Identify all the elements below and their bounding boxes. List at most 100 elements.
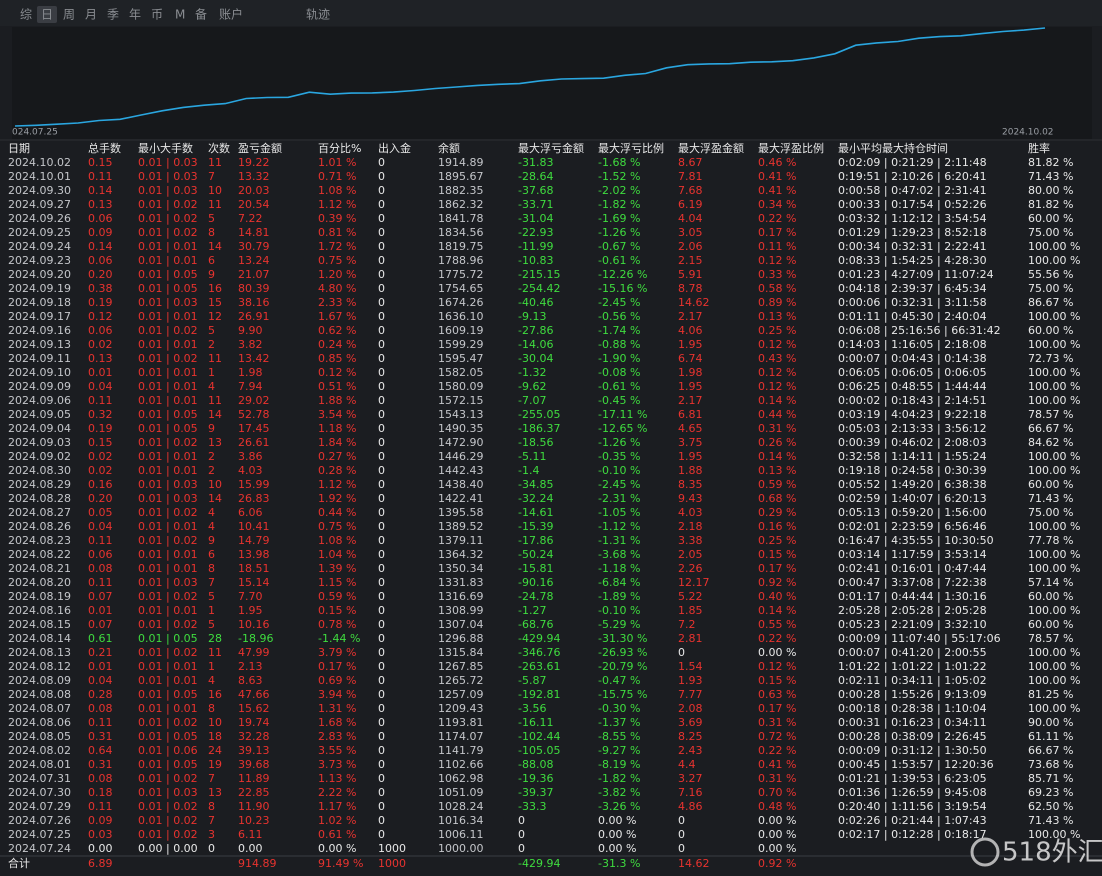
- table-cell: -102.44: [518, 730, 560, 743]
- table-cell: -0.47 %: [598, 674, 640, 687]
- table-cell: 0.06: [88, 254, 113, 267]
- table-cell: 1582.05: [438, 366, 484, 379]
- table-cell: 2024.09.26: [8, 212, 71, 225]
- table-cell: -263.61: [518, 660, 560, 673]
- column-header: 最大浮亏比例: [598, 141, 664, 155]
- table-cell: -3.82 %: [598, 786, 640, 799]
- table-cell: 11.90: [238, 800, 270, 813]
- table-cell: 1.67 %: [318, 310, 356, 323]
- table-cell: 2.05: [678, 548, 703, 561]
- table-cell: 26.61: [238, 436, 270, 449]
- table-cell: 100.00 %: [1028, 828, 1080, 841]
- tab[interactable]: 币: [151, 8, 163, 22]
- table-cell: 0.00: [238, 842, 263, 855]
- table-cell: 0:00:47 | 3:37:08 | 7:22:38: [838, 576, 987, 589]
- table-cell: 2.26: [678, 562, 703, 575]
- table-cell: 22.85: [238, 786, 270, 799]
- table-cell: 0.01 | 0.03: [138, 296, 198, 309]
- track-tab[interactable]: 轨迹: [306, 8, 330, 22]
- table-cell: 0.14: [88, 184, 113, 197]
- table-cell: 1.31 %: [318, 702, 356, 715]
- table-cell: 2.22 %: [318, 786, 356, 799]
- tab[interactable]: 综: [20, 8, 32, 22]
- table-cell: 0:02:09 | 0:21:29 | 2:11:48: [838, 156, 987, 169]
- table-cell: 2024.08.16: [8, 604, 71, 617]
- table-cell: 81.82 %: [1028, 198, 1073, 211]
- table-cell: 0.01 | 0.05: [138, 408, 198, 421]
- table-cell: 2024.08.29: [8, 478, 71, 491]
- tab[interactable]: M: [175, 8, 185, 22]
- table-cell: 8.78: [678, 282, 703, 295]
- table-cell: 0.01 | 0.03: [138, 478, 198, 491]
- table-cell: 14.81: [238, 226, 270, 239]
- tab[interactable]: 年: [129, 8, 141, 22]
- table-cell: 10.16: [238, 618, 270, 631]
- table-cell: 0.38: [88, 282, 113, 295]
- table-cell: 0: [378, 492, 385, 505]
- table-cell: 1174.07: [438, 730, 484, 743]
- table-cell: 0:01:11 | 0:45:30 | 2:40:04: [838, 310, 987, 323]
- table-cell: 0: [378, 408, 385, 421]
- table-cell: 0.01: [88, 366, 113, 379]
- total-cell: -429.94: [518, 857, 560, 870]
- table-cell: 39.68: [238, 758, 270, 771]
- table-cell: 0:01:21 | 1:39:53 | 6:23:05: [838, 772, 987, 785]
- tab[interactable]: 日: [41, 8, 53, 22]
- table-cell: 73.68 %: [1028, 758, 1073, 771]
- table-cell: 0.11: [88, 534, 113, 547]
- table-cell: 100.00 %: [1028, 338, 1080, 351]
- table-cell: 26.83: [238, 492, 270, 505]
- tab[interactable]: 周: [63, 8, 75, 22]
- table-cell: 100.00 %: [1028, 394, 1080, 407]
- tab[interactable]: 季: [107, 8, 119, 22]
- table-cell: 0.31: [88, 758, 113, 771]
- table-cell: 26.91: [238, 310, 270, 323]
- table-cell: 1.72 %: [318, 240, 356, 253]
- table-cell: 15: [208, 296, 222, 309]
- table-cell: 0.00 %: [598, 842, 636, 855]
- table-cell: 1609.19: [438, 324, 484, 337]
- table-cell: 4: [208, 520, 215, 533]
- table-cell: 0.14 %: [758, 450, 796, 463]
- table-cell: 7.77: [678, 688, 703, 701]
- table-cell: 0.43 %: [758, 352, 796, 365]
- table-cell: 0.22 %: [758, 212, 796, 225]
- table-cell: -1.12 %: [598, 520, 640, 533]
- table-cell: 0.09: [88, 226, 113, 239]
- table-cell: 1.20 %: [318, 268, 356, 281]
- table-cell: -5.29 %: [598, 618, 640, 631]
- tab[interactable]: 备: [195, 8, 207, 22]
- table-cell: 13: [208, 786, 222, 799]
- table-cell: 0: [378, 282, 385, 295]
- table-cell: 0.17 %: [758, 702, 796, 715]
- table-cell: -37.68: [518, 184, 553, 197]
- table-cell: 0.81 %: [318, 226, 356, 239]
- table-cell: 100.00 %: [1028, 674, 1080, 687]
- table-cell: 3.55 %: [318, 744, 356, 757]
- table-cell: 0.13 %: [758, 464, 796, 477]
- table-cell: 0: [678, 842, 685, 855]
- table-cell: 2024.09.10: [8, 366, 71, 379]
- table-cell: 0:05:13 | 0:59:20 | 1:56:00: [838, 506, 987, 519]
- tab[interactable]: 账户: [219, 7, 243, 22]
- tab[interactable]: 月: [85, 8, 97, 22]
- table-cell: -2.45 %: [598, 478, 640, 491]
- table-cell: 0.00: [88, 842, 113, 855]
- table-cell: -255.05: [518, 408, 560, 421]
- table-cell: 6.74: [678, 352, 703, 365]
- table-cell: 47.99: [238, 646, 270, 659]
- table-cell: 0.03: [88, 828, 113, 841]
- table-cell: 1472.90: [438, 436, 484, 449]
- table-cell: 0.01 | 0.02: [138, 800, 198, 813]
- table-cell: 0: [378, 674, 385, 687]
- table-cell: 0:00:07 | 0:04:43 | 0:14:38: [838, 352, 987, 365]
- table-cell: 0.01 | 0.02: [138, 324, 198, 337]
- table-cell: 2024.07.30: [8, 786, 71, 799]
- table-cell: 1209.43: [438, 702, 484, 715]
- table-cell: 20.03: [238, 184, 270, 197]
- table-cell: 0:32:58 | 1:14:11 | 1:55:24: [838, 450, 987, 463]
- table-cell: 2024.08.23: [8, 534, 71, 547]
- table-cell: 0.01 | 0.01: [138, 660, 198, 673]
- table-cell: 0:05:03 | 2:13:33 | 3:56:12: [838, 422, 987, 435]
- table-cell: 0.15 %: [318, 604, 356, 617]
